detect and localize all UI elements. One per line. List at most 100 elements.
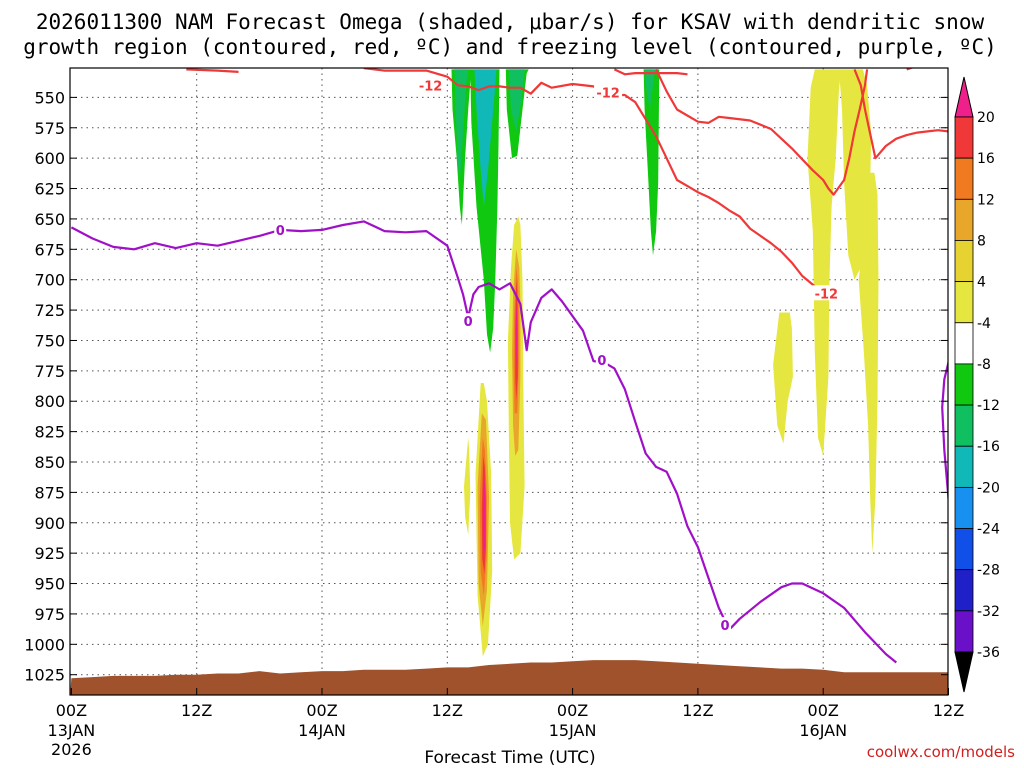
y-tick-label: 625	[34, 180, 65, 199]
omega-shade-region	[807, 69, 841, 456]
colorbar-swatch	[954, 404, 974, 447]
chart-title-line1: 2026011300 NAM Forecast Omega (shaded, μ…	[36, 10, 985, 34]
colorbar-label: -20	[977, 480, 1000, 496]
y-tick-label: 975	[34, 605, 65, 624]
freezing-level-line-edge	[941, 362, 948, 503]
y-tick-label: 575	[34, 119, 65, 138]
colorbar-label: 20	[977, 110, 995, 126]
colorbar-swatch	[954, 240, 974, 283]
dendritic-contour-line	[186, 68, 239, 73]
colorbar: 20 16 12 8 4 -4 -8 -12 -16 -20 -24 -28 -32 -36	[954, 76, 1000, 693]
x-tick-label: 12Z	[432, 701, 463, 720]
y-tick-label: 900	[34, 514, 65, 533]
x-tick-label: 12Z	[682, 701, 713, 720]
contour-labels-group: -12 -12 -12 0 0 0 0	[274, 77, 841, 634]
dendritic-contour-line	[613, 68, 688, 76]
dendritic-contour-line	[655, 68, 869, 196]
colorbar-label: 16	[977, 151, 995, 167]
x-tick-label: 12Z	[181, 701, 212, 720]
y-tick-label: 750	[34, 331, 65, 350]
colorbar-label: -32	[977, 604, 1000, 620]
colorbar-label: -28	[977, 563, 1000, 579]
colorbar-swatch	[954, 569, 974, 612]
x-tick-label: 00Z	[56, 701, 87, 720]
freezing-level-line	[70, 220, 897, 664]
colorbar-swatch	[954, 610, 974, 653]
omega-shade-region	[464, 437, 471, 535]
x-axis-label: Forecast Time (UTC)	[424, 748, 595, 768]
colorbar-swatch	[954, 281, 974, 324]
y-tick-label: 800	[34, 392, 65, 411]
freezing-label-bg	[274, 222, 287, 237]
y-tick-label: 850	[34, 453, 65, 472]
x-tick-label: 00Z	[557, 701, 588, 720]
y-tick-label: 950	[34, 575, 65, 594]
chart-title-line2: growth region (contoured, red, ºC) and f…	[23, 35, 997, 59]
colorbar-label: -4	[977, 316, 991, 332]
colorbar-swatch	[954, 445, 974, 488]
y-tick-label: 600	[34, 149, 65, 168]
omega-shade-region	[454, 69, 469, 183]
x-tick-date: 13JAN	[48, 721, 96, 740]
colorbar-label: 4	[977, 275, 986, 291]
y-tick-label: 650	[34, 210, 65, 229]
freezing-label-bg	[462, 313, 475, 328]
y-tick-label: 875	[34, 483, 65, 502]
dendritic-contour-label: -12	[815, 287, 839, 302]
colorbar-label: -24	[977, 522, 1000, 538]
colorbar-label: -16	[977, 439, 1000, 455]
colorbar-top-arrow	[954, 76, 974, 118]
freezing-level-label: 0	[597, 354, 606, 369]
colorbar-swatch	[954, 198, 974, 241]
x-tick-label: 00Z	[808, 701, 839, 720]
freezing-level-label: 0	[721, 619, 730, 634]
freezing-label-bg	[719, 617, 732, 632]
y-tick-label: 775	[34, 362, 65, 381]
colorbar-swatch	[954, 363, 974, 406]
x-tick-date: 15JAN	[549, 721, 597, 740]
y-tick-label: 925	[34, 544, 65, 563]
credit-text: coolwx.com/models	[867, 743, 1015, 761]
freezing-label-bg	[595, 352, 608, 367]
omega-shade-region	[515, 304, 518, 371]
omega-shade-region	[508, 69, 525, 132]
y-tick-label: 725	[34, 301, 65, 320]
freezing-level-label: 0	[464, 315, 473, 330]
colorbar-label: 12	[977, 192, 995, 208]
colorbar-label: 8	[977, 233, 986, 249]
contour-label-bg	[594, 84, 623, 100]
colorbar-swatch	[954, 116, 974, 159]
omega-shade-region	[474, 69, 497, 207]
terrain-surface	[70, 660, 948, 695]
x-tick-label: 12Z	[933, 701, 964, 720]
y-tick-label: 1000	[24, 635, 65, 654]
y-tick-label: 1025	[24, 666, 65, 685]
y-tick-label: 825	[34, 423, 65, 442]
x-tick-date: 14JAN	[298, 721, 346, 740]
dendritic-contour-line	[853, 68, 948, 160]
omega-shade-region	[858, 172, 879, 554]
omega-shade-region	[643, 69, 660, 256]
omega-shade-region	[470, 69, 500, 353]
dendritic-contour-label: -12	[596, 87, 620, 102]
colorbar-label: -36	[977, 645, 1000, 661]
x-tick-label: 00Z	[306, 701, 337, 720]
contour-lines-group	[70, 68, 948, 664]
contour-label-bg	[416, 77, 445, 93]
freezing-level-label: 0	[276, 224, 285, 239]
plot-frame	[69, 67, 949, 696]
dendritic-contour-line	[363, 68, 824, 296]
y-tick-label: 700	[34, 271, 65, 290]
colorbar-swatch	[954, 486, 974, 529]
colorbar-label: -12	[977, 398, 1000, 414]
colorbar-bottom-arrow	[954, 651, 974, 693]
terrain-group	[70, 660, 948, 695]
x-tick-date: 16JAN	[799, 721, 847, 740]
x-tick-year: 2026	[51, 740, 92, 759]
omega-shade-region	[482, 474, 486, 554]
y-tick-label: 675	[34, 240, 65, 259]
omega-shade-region	[838, 69, 872, 280]
y-axis: 550 575 600 625 650 675 700 725 750 775 800 825 850 8…	[24, 88, 948, 685]
